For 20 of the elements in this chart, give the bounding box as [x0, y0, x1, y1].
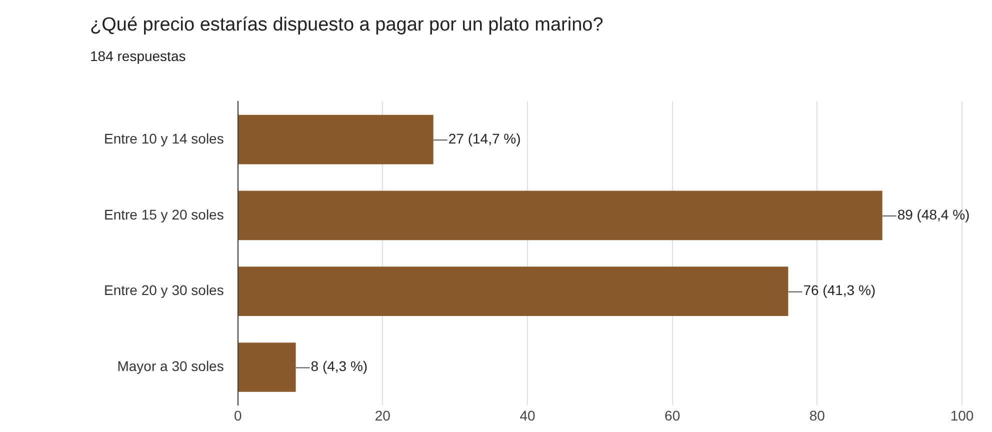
data-label: 89 (48,4 %) — [897, 206, 970, 222]
chart-subtitle: 184 respuestas — [90, 48, 186, 64]
y-tick-label: Entre 15 y 20 soles — [104, 206, 224, 222]
x-tick-label: 80 — [809, 407, 826, 424]
data-label: 76 (41,3 %) — [803, 282, 876, 298]
bar — [238, 266, 788, 316]
y-tick-label: Entre 10 y 14 soles — [104, 130, 224, 146]
x-tick-label: 20 — [374, 407, 391, 424]
bar — [238, 342, 296, 392]
y-tick-label: Entre 20 y 30 soles — [104, 282, 224, 298]
x-tick-label: 40 — [520, 407, 536, 424]
data-label: 27 (14,7 %) — [448, 130, 521, 146]
chart-title: ¿Qué precio estarías dispuesto a pagar por un plato marino? — [90, 14, 604, 36]
y-tick-label: Mayor a 30 soles — [117, 358, 224, 374]
bar — [238, 114, 434, 164]
data-label: 8 (4,3 %) — [310, 358, 368, 374]
x-tick-label: 0 — [234, 407, 242, 424]
bar — [238, 190, 882, 240]
x-tick-label: 100 — [950, 407, 974, 424]
x-tick-label: 60 — [664, 407, 680, 424]
